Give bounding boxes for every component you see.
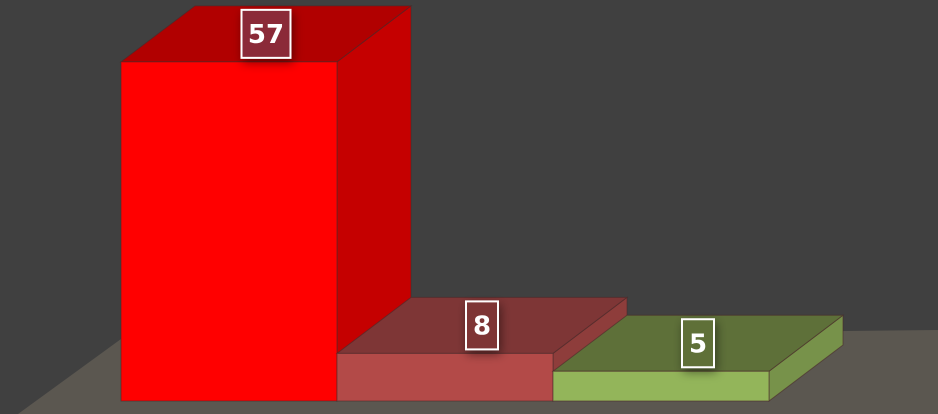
- data-label-1: 57: [248, 20, 284, 50]
- data-label-3-box: [681, 318, 715, 369]
- data-label-2: 8: [473, 311, 491, 341]
- data-label-2-box: [465, 300, 499, 351]
- bar-3-front: [552, 370, 770, 402]
- bar-1-front: [120, 61, 338, 402]
- data-label-1-box: [240, 8, 292, 59]
- bar-2-front: [336, 352, 554, 402]
- data-label-3: 5: [689, 329, 707, 359]
